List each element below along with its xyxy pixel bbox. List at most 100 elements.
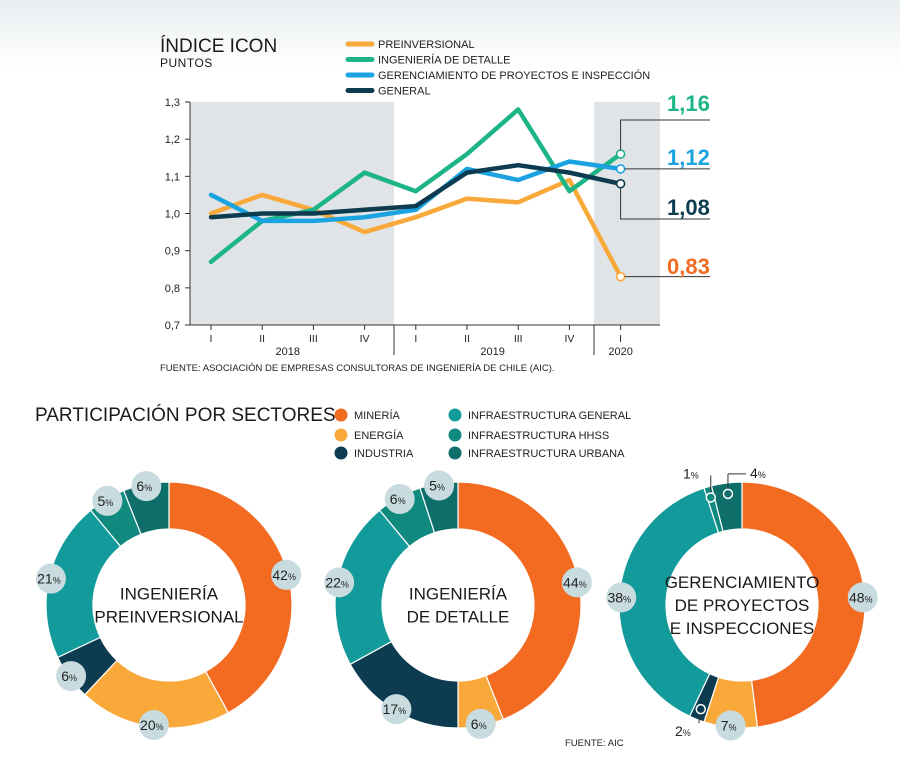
slice-bubble <box>715 710 746 741</box>
slice-bubble <box>606 582 637 613</box>
donut-center-label: DE DETALLE <box>407 608 510 627</box>
donut-center-label: PREINVERSIONAL <box>94 608 243 627</box>
sector-legend-dot <box>448 446 462 460</box>
sector-legend-label: INFRAESTRUCTURA HHSS <box>468 430 609 442</box>
legend-label: PREINVERSIONAL <box>378 39 475 51</box>
donut-slice <box>710 481 743 533</box>
slice-value-label: 1% <box>683 465 699 481</box>
sector-legend-dot <box>448 428 462 442</box>
y-tick-label: 1,0 <box>165 209 180 221</box>
x-tick-label: III <box>514 333 523 345</box>
slice-value-unit: % <box>288 572 296 582</box>
header-band <box>0 0 900 70</box>
slice-bubble <box>381 694 412 725</box>
slice-bubble <box>465 708 496 739</box>
slice-bubble <box>92 485 123 516</box>
slice-value-unit: % <box>156 722 164 732</box>
legend-label: GENERAL <box>378 86 431 98</box>
line-chart-subtitle: PUNTOS <box>160 56 213 70</box>
slice-value-unit: % <box>437 482 445 492</box>
end-marker <box>615 271 626 282</box>
year-label: 2020 <box>608 346 632 358</box>
callout-line <box>620 119 710 151</box>
end-value-label: 1,12 <box>667 145 710 170</box>
end-marker <box>615 149 626 159</box>
slice-dot <box>695 703 707 715</box>
slice-value-unit: % <box>144 483 152 493</box>
slice-value-unit: % <box>623 594 631 604</box>
slice-bubble <box>35 563 66 594</box>
slice-value-unit: % <box>579 579 587 589</box>
slice-bubble <box>56 661 87 692</box>
y-tick-label: 0,8 <box>165 283 180 295</box>
donut-slice <box>457 481 582 721</box>
series-line <box>208 162 623 220</box>
sector-legend-dot <box>334 446 348 460</box>
donut-center-label: DE PROYECTOS <box>675 596 810 615</box>
series-line <box>208 107 623 265</box>
slice-bubble <box>424 470 455 501</box>
donut-section-title: PARTICIPACIÓN POR SECTORES <box>35 404 336 426</box>
line-legend: PREINVERSIONAL INGENIERÍA DE DETALLE GEREN… <box>345 39 650 98</box>
slice-bubble <box>271 559 302 590</box>
donut-slice <box>618 487 720 718</box>
end-value-label: 1,16 <box>667 91 710 116</box>
slice-value-unit: % <box>53 576 61 586</box>
x-tick-label: I <box>210 333 213 345</box>
end-value-label: 1,08 <box>667 195 710 220</box>
slice-value-unit: % <box>479 721 487 731</box>
legend-label: GERENCIAMIENTO DE PROYECTOS E INSPECCIÓN <box>378 69 650 82</box>
x-tick-label: I <box>414 333 417 345</box>
sector-legend-label: INDUSTRIA <box>354 448 414 460</box>
legend-label: INGENIERÍA DE DETALLE <box>378 54 510 67</box>
sector-legend-dot <box>334 428 348 442</box>
x-tick-label: IV <box>564 333 574 345</box>
year-label: 2019 <box>480 346 504 358</box>
slice-bubble <box>561 567 592 598</box>
slice-dot <box>705 492 717 503</box>
line-chart-title: ÍNDICE ICON <box>160 36 277 57</box>
slice-bubble <box>131 471 162 502</box>
slice-bubble <box>847 582 878 613</box>
slice-value-unit: % <box>341 579 349 589</box>
slice-value-unit: % <box>691 470 699 480</box>
callout-line <box>620 187 710 220</box>
donut-charts: 42%20%6%21%5%6%INGENIERÍAPREINVERSIONAL4… <box>35 465 878 741</box>
y-tick-label: 1,3 <box>165 97 180 109</box>
end-marker <box>615 178 626 189</box>
sector-legend-dot <box>448 408 462 422</box>
slice-bubble <box>138 710 169 741</box>
y-tick-label: 1,1 <box>165 171 180 183</box>
y-tick-label: 0,7 <box>165 320 180 332</box>
donut-source: FUENTE: AIC <box>565 738 624 749</box>
slice-value-unit: % <box>729 722 737 732</box>
y-tick-label: 0,9 <box>165 246 180 258</box>
donut-center-label: INGENIERÍA <box>120 585 219 604</box>
x-tick-label: II <box>464 333 470 345</box>
series-line <box>208 159 623 224</box>
x-tick-label: IV <box>360 333 370 345</box>
end-value-label: 0,83 <box>667 254 710 279</box>
shade-2020 <box>594 102 660 325</box>
series-line <box>208 177 623 279</box>
year-label: 2018 <box>276 346 300 358</box>
slice-value-unit: % <box>865 594 873 604</box>
donut-center-label: E INSPECCIONES <box>670 619 815 638</box>
end-marker <box>615 164 626 174</box>
slice-dot <box>722 488 734 500</box>
y-tick-label: 1,2 <box>165 134 180 146</box>
slice-value-unit: % <box>105 498 113 508</box>
line-chart-source: FUENTE: ASOCIACIÓN DE EMPRESAS CONSULTOR… <box>160 363 555 374</box>
sector-legend-label: INFRAESTRUCTURA GENERAL <box>468 410 631 422</box>
donut-slice <box>741 481 866 728</box>
x-tick-label: II <box>259 333 265 345</box>
donut-center-label: GERENCIAMIENTO <box>665 573 820 592</box>
slice-value-unit: % <box>398 496 406 506</box>
slice-value-unit: % <box>398 706 406 716</box>
slice-value-unit: % <box>683 728 691 738</box>
sector-legend-label: ENERGÍA <box>354 429 404 442</box>
slice-value-label: 2% <box>675 723 691 739</box>
